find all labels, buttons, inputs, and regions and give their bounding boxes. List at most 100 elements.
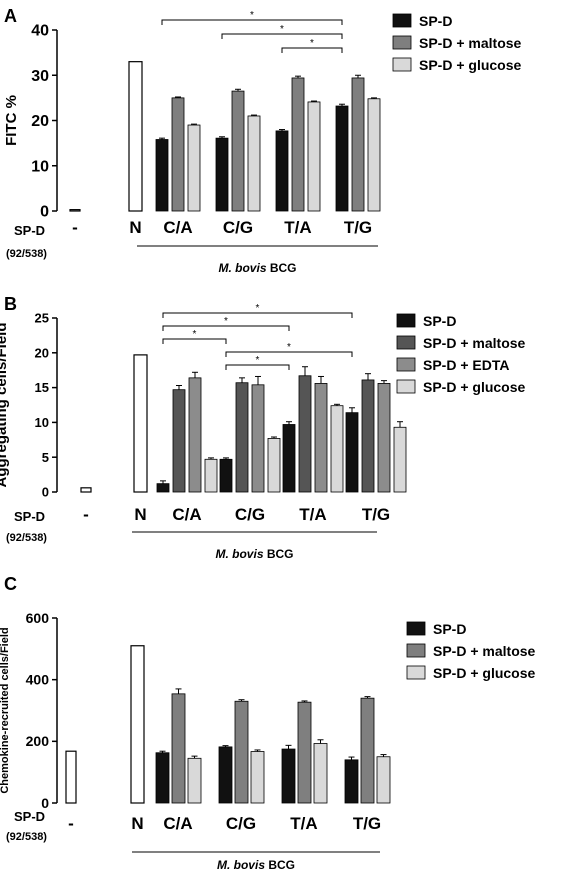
significance-star: * [193, 329, 197, 340]
legend-label: SP-D [433, 621, 466, 637]
bar-c-a-series-3 [204, 458, 218, 493]
bar-t-a-series-0 [275, 130, 289, 212]
legend-swatch [392, 35, 412, 50]
row-sublabel: (92/538) [6, 248, 47, 260]
bar-c-g-series-1 [235, 382, 249, 493]
y-tick-label: 10 [31, 158, 49, 175]
category-label: C/A [172, 505, 201, 524]
bar-c-g-series-2 [251, 384, 265, 493]
y-tick-label: 10 [35, 415, 49, 430]
panel-label: C [4, 574, 17, 594]
panel-label: A [4, 6, 17, 26]
y-tick-label: 0 [41, 795, 49, 811]
y-tick-label: 200 [26, 733, 50, 749]
panel-a: A 0 10 20 30 40 FITC % C/A C/G T/A T/G - N SP-D (92/53… [3, 6, 522, 275]
bar-c-a-series-1 [172, 389, 186, 493]
legend-swatch [396, 313, 416, 328]
legend-swatch [392, 57, 412, 72]
legend-label: SP-D + glucose [433, 665, 536, 681]
legend-label: SP-D + maltose [433, 643, 536, 659]
control-bar-none [65, 750, 77, 804]
panel-b: B 0 5 10 15 20 25 Aggregating cells/Field C/A C/G… [0, 294, 526, 561]
y-tick-label: 25 [35, 311, 49, 326]
y-tick-label: 400 [26, 672, 50, 688]
bar-t-a-series-2 [307, 101, 321, 212]
panel-label: B [4, 294, 17, 314]
group-label: M. bovis BCG [218, 261, 296, 275]
bar-t-g-series-3 [393, 426, 407, 493]
bar-t-g-series-2 [377, 383, 391, 493]
y-tick-label: 20 [31, 113, 49, 130]
category-label: C/G [235, 505, 265, 524]
legend-label: SP-D + glucose [423, 379, 526, 395]
bar-c-a-series-2 [187, 757, 202, 804]
group-label: M. bovis BCG [215, 547, 293, 561]
bar-c-g-series-2 [247, 115, 261, 212]
legend-swatch [396, 335, 416, 350]
control-label: - [72, 218, 78, 237]
bar-c-a-series-2 [188, 377, 202, 493]
category-label: C/G [223, 218, 253, 237]
legend-swatch [406, 665, 426, 680]
y-tick-label: 0 [40, 204, 49, 221]
control-label: N [129, 218, 141, 237]
significance-star: * [224, 316, 228, 327]
group-label-strain: BCG [267, 261, 297, 275]
bar-c-a-series-1 [171, 693, 186, 804]
bar-c-g-series-3 [267, 438, 281, 493]
category-label: T/A [290, 814, 317, 833]
category-label: T/G [344, 218, 372, 237]
bar-t-a-series-1 [291, 77, 305, 212]
bar-t-g-series-0 [345, 412, 359, 493]
control-label: - [83, 505, 89, 524]
y-tick-label: 20 [35, 345, 49, 360]
group-label-strain: BCG [264, 547, 294, 561]
control-label: N [134, 505, 146, 524]
bar-c-g-series-1 [234, 700, 249, 804]
legend-label: SP-D + EDTA [423, 357, 509, 373]
bar-t-a-series-2 [313, 743, 328, 804]
category-label: C/A [163, 218, 192, 237]
bar-t-g-series-0 [335, 105, 349, 212]
control-bar-none [69, 209, 81, 212]
bar-c-a-series-1 [171, 97, 185, 212]
significance-bracket [281, 47, 343, 53]
group-label: M. bovis BCG [217, 858, 295, 872]
control-label: - [68, 814, 74, 833]
bar-c-g-series-2 [250, 751, 265, 804]
significance-bracket [221, 33, 343, 39]
y-tick-label: 30 [31, 68, 49, 85]
y-tick-label: 600 [26, 610, 50, 626]
row-label: SP-D [14, 223, 45, 238]
control-bar-n [128, 61, 143, 212]
legend-label: SP-D [423, 313, 456, 329]
significance-bracket [162, 325, 290, 331]
significance-star: * [250, 10, 254, 21]
significance-bracket [161, 19, 343, 25]
legend-label: SP-D + maltose [419, 35, 522, 51]
bar-c-a-series-0 [155, 139, 169, 212]
panel-c: C 0 200 400 600 Chemokine-recruited cells/Fie… [0, 574, 536, 872]
bar-t-g-series-1 [360, 697, 375, 804]
bar-c-g-series-0 [219, 458, 233, 493]
y-tick-label: 15 [35, 380, 49, 395]
control-label: N [131, 814, 143, 833]
bar-c-a-series-0 [155, 752, 170, 804]
significance-star: * [256, 303, 260, 314]
legend-label: SP-D + glucose [419, 57, 522, 73]
y-axis-title: Chemokine-recruited cells/Field [0, 627, 11, 793]
significance-star: * [310, 38, 314, 49]
significance-star: * [280, 24, 284, 35]
legend-swatch [406, 621, 426, 636]
group-label-species: M. bovis [218, 261, 266, 275]
control-bar-n [133, 354, 148, 493]
category-label: T/G [353, 814, 381, 833]
y-axis-title: Aggregating cells/Field [0, 322, 10, 487]
group-label-species: M. bovis [217, 858, 265, 872]
bar-c-a-series-2 [187, 124, 201, 212]
bar-t-a-series-1 [297, 701, 312, 804]
significance-bracket [162, 312, 353, 318]
legend-swatch [396, 379, 416, 394]
